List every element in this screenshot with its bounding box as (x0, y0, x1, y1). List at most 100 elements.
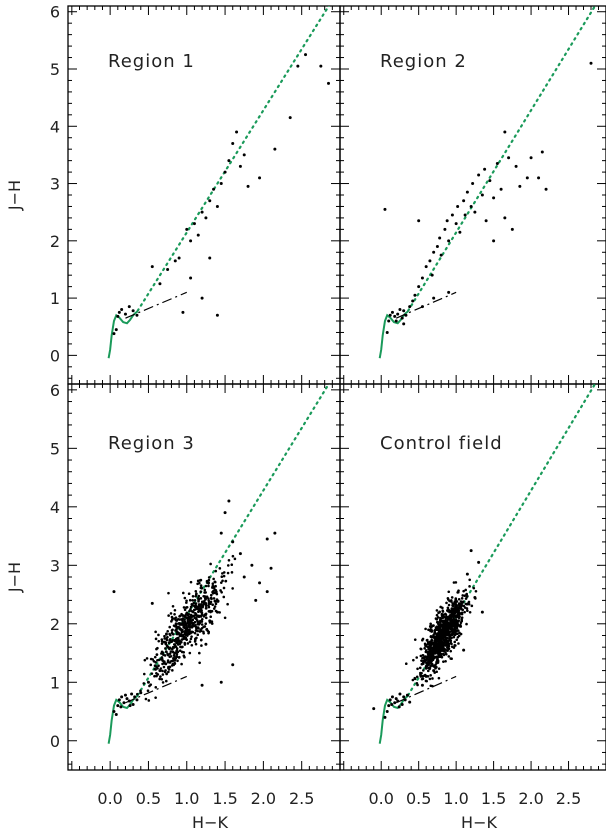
data-point (163, 637, 166, 640)
data-point (146, 689, 150, 693)
data-point (153, 674, 156, 678)
data-point (163, 634, 166, 638)
data-point (131, 702, 135, 706)
data-point (159, 657, 163, 661)
data-point (444, 651, 447, 654)
data-point (450, 596, 454, 599)
data-point (187, 615, 191, 619)
data-point (211, 582, 215, 586)
data-point (173, 608, 177, 612)
data-point (194, 593, 198, 596)
data-point (459, 632, 463, 636)
data-point (438, 236, 442, 240)
data-point (447, 655, 451, 658)
data-point (207, 576, 211, 579)
data-point (433, 632, 437, 635)
data-point (470, 604, 474, 608)
data-point (177, 256, 181, 260)
data-point (465, 190, 469, 194)
data-point (423, 660, 427, 663)
data-point (173, 613, 176, 616)
data-point (194, 625, 198, 629)
data-point (207, 599, 210, 602)
data-point (204, 616, 208, 620)
data-point (415, 675, 419, 679)
data-point (194, 589, 198, 593)
data-point (206, 581, 209, 585)
data-point (439, 652, 442, 656)
data-point (156, 667, 159, 670)
data-point (220, 590, 223, 594)
data-point (269, 566, 273, 570)
data-point (404, 662, 408, 665)
data-point (455, 614, 458, 618)
data-point (145, 657, 149, 660)
data-point (131, 309, 135, 313)
data-point (433, 629, 436, 632)
data-point (120, 695, 124, 699)
data-point (120, 308, 124, 312)
data-point (443, 620, 447, 623)
data-point (484, 219, 488, 223)
data-point (157, 664, 160, 667)
data-point (428, 677, 432, 681)
data-point (420, 276, 424, 280)
data-point (196, 615, 199, 618)
data-point (480, 193, 484, 197)
data-point (197, 603, 201, 606)
x-tick-label: 1.5 (481, 789, 506, 808)
data-point (387, 319, 391, 323)
data-point (258, 176, 262, 180)
data-point (165, 672, 168, 676)
panel-label: Region 1 (108, 51, 195, 72)
data-point (163, 660, 166, 663)
data-point (146, 680, 150, 684)
data-point (222, 586, 226, 590)
data-point (454, 222, 458, 226)
data-point (114, 328, 118, 332)
data-point (168, 668, 171, 671)
data-point (160, 638, 164, 641)
data-point (173, 658, 176, 662)
data-point (182, 650, 186, 654)
data-point (211, 584, 215, 588)
data-point (189, 276, 193, 280)
data-point (181, 617, 185, 620)
data-point (199, 628, 202, 631)
data-point (193, 631, 197, 635)
data-point (438, 635, 441, 639)
data-point (127, 699, 131, 703)
data-point (304, 53, 308, 57)
panel-label: Region 3 (108, 433, 195, 454)
reddening-vector (136, 6, 331, 312)
data-point (130, 692, 134, 696)
data-point (187, 612, 191, 616)
data-point (450, 619, 453, 623)
data-point (393, 314, 397, 318)
data-point (404, 313, 408, 317)
data-point (185, 605, 189, 609)
data-point (123, 312, 127, 316)
data-point (204, 622, 207, 626)
data-point (185, 611, 189, 615)
data-point (173, 259, 177, 263)
x-tick-label: 1.0 (174, 789, 199, 808)
data-point (196, 626, 200, 629)
data-point (167, 665, 170, 669)
data-point (195, 617, 198, 621)
data-point (222, 595, 226, 599)
x-tick-label: 2.0 (518, 789, 543, 808)
data-point (219, 581, 223, 584)
data-point (174, 618, 178, 622)
data-point (544, 187, 548, 191)
data-point (426, 669, 430, 673)
data-point (450, 607, 454, 610)
data-point (201, 600, 205, 604)
data-point (207, 604, 210, 607)
data-point (488, 179, 492, 183)
data-point (226, 564, 230, 567)
data-point (143, 658, 147, 662)
data-point (540, 150, 544, 154)
data-point (227, 159, 231, 163)
data-point (402, 309, 406, 313)
